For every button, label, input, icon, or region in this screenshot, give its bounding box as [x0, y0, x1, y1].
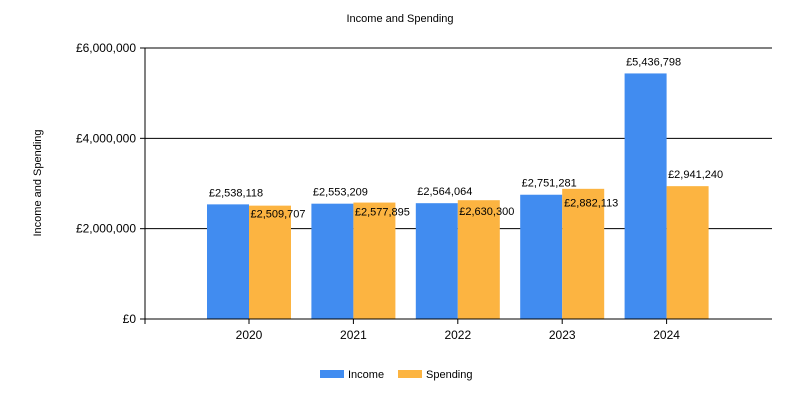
data-label-spending: £2,630,300	[459, 206, 514, 218]
y-ticks: £0 £2,000,000 £4,000,000 £6,000,000	[76, 41, 145, 326]
legend-label: Income	[348, 369, 384, 381]
x-tick-label: 2022	[444, 328, 471, 342]
data-labels: £2,538,118 £2,509,707 £2,553,209 £2,577,895…	[209, 56, 723, 220]
legend-swatch	[320, 370, 344, 378]
bar-spending	[353, 202, 396, 319]
chart-title: Income and Spending	[346, 13, 453, 25]
legend-swatch	[398, 370, 422, 378]
x-tick-label: 2024	[653, 328, 680, 342]
bar-spending	[457, 200, 500, 319]
data-label-income: £2,538,118	[209, 187, 263, 199]
data-label-income: £2,553,209	[313, 187, 368, 199]
legend: Income Spending	[320, 369, 473, 381]
y-axis-label: Income and Spending	[32, 129, 44, 236]
data-label-income: £2,751,281	[522, 178, 577, 190]
data-label-spending: £2,509,707	[250, 209, 305, 221]
bars	[207, 73, 709, 319]
data-label-spending: £2,941,240	[668, 169, 723, 181]
x-tick-label: 2023	[549, 328, 576, 342]
legend-item-income: Income	[320, 369, 384, 381]
x-ticks: 2020 2021 2022 2023 2024	[236, 319, 680, 342]
y-tick-label: £4,000,000	[76, 131, 136, 145]
data-label-income: £5,436,798	[626, 56, 681, 68]
bar-spending	[249, 205, 291, 319]
data-label-spending: £2,577,895	[355, 207, 410, 219]
legend-label: Spending	[426, 369, 473, 381]
bar-income	[207, 204, 249, 319]
data-label-income: £2,564,064	[417, 186, 472, 198]
legend-item-spending: Spending	[398, 369, 473, 381]
data-label-spending: £2,882,113	[564, 198, 618, 210]
y-tick-label: £0	[123, 312, 137, 326]
y-tick-label: £2,000,000	[76, 222, 136, 236]
x-tick-label: 2020	[236, 328, 263, 342]
y-tick-label: £6,000,000	[76, 41, 136, 55]
bar-income	[415, 203, 458, 319]
bar-spending	[666, 186, 709, 319]
bar-income	[624, 73, 667, 319]
bar-spending	[562, 188, 605, 319]
bar-income	[520, 194, 563, 319]
x-tick-label: 2021	[340, 328, 367, 342]
bar-income	[311, 203, 354, 319]
